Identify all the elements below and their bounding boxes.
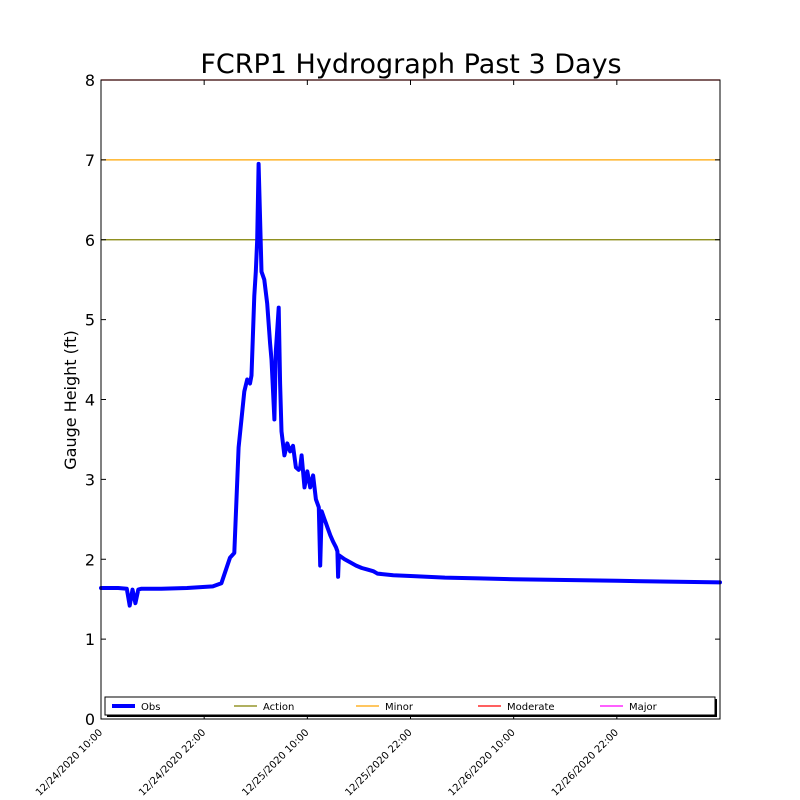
y-axis-label: Gauge Height (ft): [61, 330, 80, 470]
x-tick-label: 12/25/2020 22:00: [343, 727, 414, 798]
legend-label-minor: Minor: [385, 702, 414, 713]
legend-box: [104, 696, 716, 716]
y-tick-label: 8: [85, 71, 95, 90]
y-axis-ticks: 0 1 2 3 4 5 6 7 8: [85, 71, 720, 729]
plot-frame: [100, 79, 721, 720]
y-tick-label: 6: [85, 231, 95, 250]
legend-label-obs: Obs: [141, 702, 160, 713]
legend: Obs Action Minor Moderate Major: [104, 696, 717, 717]
x-tick-label: 12/26/2020 22:00: [550, 727, 621, 798]
y-tick-label: 3: [85, 470, 95, 489]
series-group: [99, 161, 722, 608]
y-tick-label: 7: [85, 151, 95, 170]
y-tick-label: 4: [85, 391, 95, 410]
legend-label-moderate: Moderate: [507, 702, 555, 713]
chart-title: FCRP1 Hydrograph Past 3 Days: [200, 49, 621, 80]
y-tick-label: 0: [85, 710, 95, 729]
legend-label-major: Major: [629, 702, 658, 713]
x-tick-label: 12/25/2020 10:00: [240, 727, 311, 798]
y-tick-label: 2: [85, 550, 95, 569]
x-axis-ticks: 12/24/2020 10:00 12/24/2020 22:00 12/25/20…: [34, 80, 621, 799]
y-tick-label: 5: [85, 311, 95, 330]
x-tick-label: 12/24/2020 10:00: [34, 727, 105, 798]
threshold-lines: [101, 79, 720, 241]
series-line-obs: [99, 161, 722, 608]
x-tick-label: 12/26/2020 10:00: [447, 727, 518, 798]
x-tick-label: 12/24/2020 22:00: [137, 727, 208, 798]
legend-label-action: Action: [263, 702, 294, 713]
y-tick-label: 1: [85, 630, 95, 649]
